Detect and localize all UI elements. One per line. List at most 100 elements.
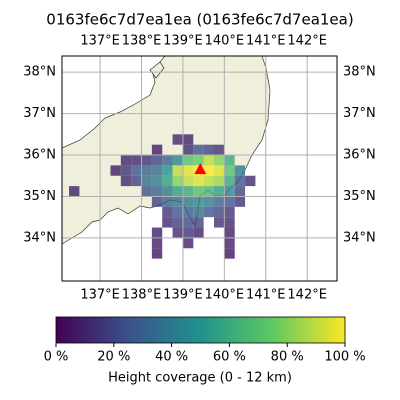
x-tick-label-top: 138°E (122, 34, 162, 49)
coverage-cell (245, 175, 256, 187)
coverage-cell (182, 144, 194, 156)
coverage-cell (224, 165, 235, 176)
coverage-cell (131, 165, 142, 176)
x-tick-label-top: 140°E (205, 34, 245, 49)
y-tick-label-right: 38°N (343, 65, 376, 80)
coverage-cell (141, 186, 152, 197)
coverage-cell (172, 206, 183, 218)
coverage-cell (224, 206, 235, 218)
y-tick-label-left: 38°N (23, 65, 56, 80)
coverage-cell (151, 227, 163, 238)
coverage-cell (234, 165, 246, 176)
coverage-cell (131, 175, 142, 187)
colorbar-tick-label: 40 % (155, 350, 188, 365)
coverage-cell (224, 237, 235, 249)
x-tick-label-bottom: 139°E (163, 288, 203, 303)
coverage-cell (162, 165, 173, 176)
coverage-cell (172, 175, 183, 187)
y-tick-label-left: 37°N (23, 106, 56, 121)
colorbar (55, 316, 346, 344)
coverage-cell (203, 175, 214, 187)
coverage-cell (162, 186, 173, 197)
map-frame (61, 55, 338, 282)
coverage-cell (203, 165, 214, 176)
coverage-cell (224, 175, 235, 187)
coverage-cell (193, 196, 204, 207)
x-tick-label-bottom: 137°E (80, 288, 120, 303)
coverage-cell (193, 175, 204, 187)
coverage-cell (120, 155, 132, 166)
coverage-cell (120, 165, 132, 176)
coverage-cell (193, 217, 204, 228)
x-tick-label-bottom: 142°E (287, 288, 327, 303)
coverage-cell (182, 155, 194, 166)
colorbar-tick-label: 0 % (44, 350, 69, 365)
coverage-cell (162, 206, 173, 218)
colorbar-tick-label: 100 % (324, 350, 365, 365)
coverage-cell (193, 206, 204, 218)
coverage-cell (182, 206, 194, 218)
y-tick-label-right: 35°N (343, 189, 376, 204)
coverage-cell (182, 227, 194, 238)
title: 0163fe6c7d7ea1ea (0163fe6c7d7ea1ea) (46, 11, 353, 29)
coverage-cell (203, 206, 214, 218)
coverage-cell (151, 175, 163, 187)
coverage-cell (203, 186, 214, 197)
coverage-cell (172, 227, 183, 238)
coverage-cell (182, 134, 194, 145)
x-tick-label-top: 137°E (80, 34, 120, 49)
coverage-cell (162, 217, 173, 228)
coverage-cell (224, 196, 235, 207)
coverage-cell (141, 175, 152, 187)
y-tick-label-left: 36°N (23, 148, 56, 163)
coverage-cell (172, 186, 183, 197)
coverage-cell (203, 144, 214, 156)
coverage-cell (224, 186, 235, 197)
coverage-cell (182, 186, 194, 197)
colorbar-label: Height coverage (0 - 12 km) (108, 371, 292, 386)
coverage-cell (182, 196, 194, 207)
y-tick-label-left: 35°N (23, 189, 56, 204)
coverage-cell (182, 175, 194, 187)
coverage-cell (182, 217, 194, 228)
coverage-cell (224, 155, 235, 166)
coverage-cell (213, 155, 225, 166)
coverage-cell (193, 227, 204, 238)
coverage-cell (234, 196, 246, 207)
coverage-cell (234, 186, 246, 197)
coverage-cell (151, 165, 163, 176)
coverage-cell (193, 144, 204, 156)
coverage-cell (151, 186, 163, 197)
coverage-cell (224, 217, 235, 228)
coverage-cell (213, 196, 225, 207)
coverage-cell (172, 196, 183, 207)
coverage-cell (162, 155, 173, 166)
coverage-cell (172, 155, 183, 166)
x-tick-label-bottom: 141°E (246, 288, 286, 303)
coverage-cell (151, 155, 163, 166)
y-tick-label-right: 34°N (343, 230, 376, 245)
x-tick-label-top: 139°E (163, 34, 203, 49)
coverage-cell (141, 155, 152, 166)
coverage-cell (203, 155, 214, 166)
coverage-cell (234, 175, 246, 187)
coverage-cell (141, 165, 152, 176)
coverage-cell (213, 217, 225, 228)
coverage-cell (162, 175, 173, 187)
y-tick-label-right: 37°N (343, 106, 376, 121)
coverage-cell (193, 186, 204, 197)
coverage-cell (172, 165, 183, 176)
coverage-cell (182, 165, 194, 176)
coverage-cell (193, 155, 204, 166)
station-marker (194, 163, 207, 175)
x-tick-label-top: 141°E (246, 34, 286, 49)
coverage-cell (224, 248, 235, 259)
coverage-cell (120, 175, 132, 187)
y-tick-label-left: 34°N (23, 230, 56, 245)
coverage-cell (182, 237, 194, 249)
colorbar-tick-label: 20 % (97, 350, 130, 365)
y-tick-label-right: 36°N (343, 148, 376, 163)
coverage-cell (203, 196, 214, 207)
colorbar-tick-label: 80 % (271, 350, 304, 365)
